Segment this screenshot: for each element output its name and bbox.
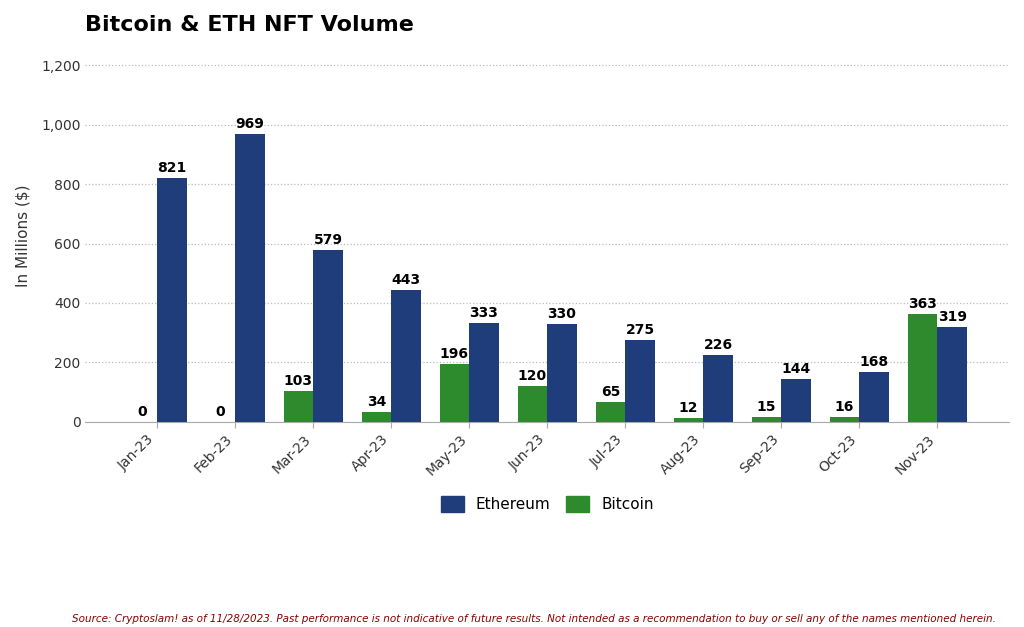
Text: 65: 65 [601,386,621,399]
Text: 821: 821 [158,161,186,175]
Text: 275: 275 [626,323,654,337]
Bar [284,391,313,422]
Bar [703,355,733,422]
Text: 168: 168 [859,355,889,369]
Bar [752,418,781,422]
Text: 15: 15 [757,400,776,414]
Bar [829,417,859,422]
Text: 443: 443 [391,273,421,287]
Text: 34: 34 [367,394,386,409]
Bar [859,372,889,422]
Text: 12: 12 [679,401,698,415]
Text: 120: 120 [518,369,547,383]
Legend: Ethereum, Bitcoin: Ethereum, Bitcoin [435,490,659,518]
Bar [626,340,655,422]
Text: Bitcoin & ETH NFT Volume: Bitcoin & ETH NFT Volume [85,15,415,35]
Text: 969: 969 [236,117,264,131]
Bar [596,403,626,422]
Bar [391,290,421,422]
Text: 330: 330 [548,307,577,321]
Text: 319: 319 [938,310,967,324]
Text: 0: 0 [137,405,147,419]
Bar [439,364,469,422]
Text: 333: 333 [470,306,499,320]
Text: 363: 363 [908,297,937,311]
Bar [674,418,703,422]
Bar [781,379,811,422]
Bar [907,314,937,422]
Bar [313,250,343,422]
Text: 579: 579 [313,233,342,247]
Bar [469,323,499,422]
Text: 16: 16 [835,400,854,414]
Bar [517,386,547,422]
Bar [236,134,265,422]
Text: 0: 0 [215,405,225,419]
Text: 226: 226 [703,338,733,352]
Text: 144: 144 [781,362,811,376]
Bar [547,324,577,422]
Y-axis label: In Millions ($): In Millions ($) [15,185,30,287]
Text: 196: 196 [440,347,469,361]
Bar [361,412,391,422]
Text: 103: 103 [284,374,312,388]
Bar [157,178,186,422]
Text: Source: Cryptoslam! as of 11/28/2023. Past performance is not indicative of futu: Source: Cryptoslam! as of 11/28/2023. Pa… [72,614,995,624]
Bar [937,327,967,422]
